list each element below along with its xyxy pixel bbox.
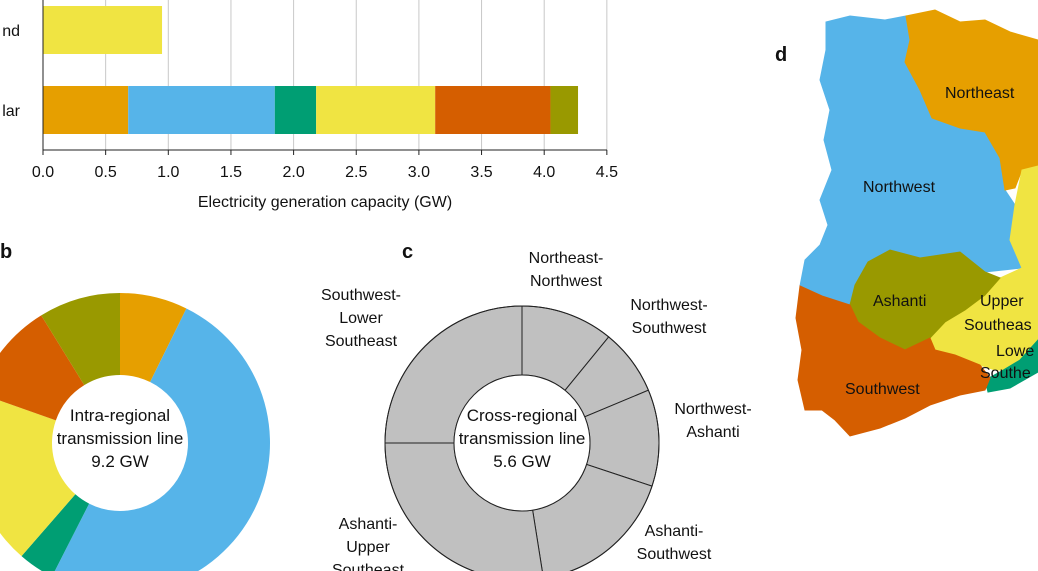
donut-b-center-line-3: 9.2 GW: [91, 452, 149, 471]
donut-slice-label: Southwest-: [321, 287, 401, 304]
map-region-northeast: [904, 9, 1038, 191]
donut-slice: [21, 494, 90, 571]
donut-slice-label: Lower: [339, 310, 383, 327]
bar-x-tick-label: 3.5: [470, 164, 492, 181]
map-label-northeast: Northeast: [945, 85, 1015, 102]
bar-category-label: nd: [2, 23, 20, 40]
panel-label-b: b: [0, 241, 12, 263]
donut-slice-label: Southeast: [332, 562, 405, 571]
donut-slice-label: Southwest: [637, 546, 712, 563]
donut-slice: [54, 308, 270, 571]
bar-x-tick-label: 1.0: [157, 164, 179, 181]
donut-slice-label: Northwest-: [630, 297, 707, 314]
donut-slice: [0, 315, 85, 421]
map-region-southwest: [795, 285, 991, 437]
donut-slice-label: Northwest-: [674, 401, 751, 418]
donut-slice-label: Southwest: [632, 320, 707, 337]
donut-b-center-line-1: Intra-regional: [70, 406, 170, 425]
regions-map: Northeast Northwest Ashanti Upper Southe…: [795, 9, 1038, 437]
donut-b-center-line-2: transmission line: [57, 429, 184, 448]
bar-x-tick-label: 2.0: [282, 164, 304, 181]
bar-x-tick-label: 2.5: [345, 164, 367, 181]
bar-x-tick-label: 0.0: [32, 164, 54, 181]
donut-hole: [453, 374, 591, 512]
bar-segment: [128, 86, 275, 134]
bar-x-axis-title: Electricity generation capacity (GW): [198, 194, 452, 211]
bar-segment: [316, 86, 436, 134]
donut-slice-label: Ashanti-: [339, 516, 398, 533]
map-label-northwest: Northwest: [863, 179, 936, 196]
map-label-upper-southeast-1: Upper: [980, 293, 1024, 310]
bar-chart-panel: 0.0 0.5 1.0 1.5 2.0 2.5 3.0 3.5 4.0 4.5 nd lar Ele…: [2, 0, 618, 211]
cross-regional-donut: [384, 305, 660, 571]
donut-slice: [41, 293, 121, 386]
bar-x-tick-label: 0.5: [95, 164, 117, 181]
map-label-lower-southeast-1: Lowe: [996, 343, 1034, 360]
map-label-ashanti: Ashanti: [873, 293, 926, 310]
bar-x-tick-label: 4.5: [596, 164, 618, 181]
bar-x-tick-labels: 0.0 0.5 1.0 1.5 2.0 2.5 3.0 3.5 4.0 4.5: [32, 164, 618, 181]
panel-label-c: c: [402, 241, 413, 263]
donut-slice-label: Upper: [346, 539, 390, 556]
map-label-upper-southeast-2: Southeas: [964, 317, 1032, 334]
panel-label-d: d: [775, 44, 787, 66]
bar-segment: [43, 86, 129, 134]
cross-regional-slice-labels: Northeast- Northwest Northwest- Southwest No…: [321, 250, 752, 571]
bar-segment: [435, 86, 551, 134]
donut-c-center-line-3: 5.6 GW: [493, 452, 551, 471]
intra-regional-donut: [0, 293, 270, 571]
donut-c-center-line-2: transmission line: [459, 429, 586, 448]
donut-slice-label: Ashanti-: [645, 523, 704, 540]
donut-slice-label: Northeast-: [529, 250, 604, 267]
bar-x-tick-label: 1.5: [220, 164, 242, 181]
donut-slice: [0, 400, 76, 557]
donut-outline: [384, 305, 660, 571]
donut-slice-label: Southeast: [325, 333, 398, 350]
bar-category-labels: nd lar: [2, 23, 20, 120]
bar-category-label: lar: [2, 103, 20, 120]
donut-slice: [120, 293, 187, 383]
bar-marks: [43, 6, 579, 134]
bar-segment: [43, 6, 163, 54]
donut-c-center-line-1: Cross-regional: [467, 406, 578, 425]
donut-slice-label: Northwest: [530, 273, 603, 290]
bar-x-tick-label: 4.0: [533, 164, 555, 181]
map-label-southwest: Southwest: [845, 381, 920, 398]
donut-slice-label: Ashanti: [686, 424, 739, 441]
map-label-lower-southeast-2: Southe: [980, 365, 1031, 382]
bar-segment: [550, 86, 579, 134]
bar-x-tick-label: 3.0: [408, 164, 430, 181]
bar-segment: [274, 86, 317, 134]
